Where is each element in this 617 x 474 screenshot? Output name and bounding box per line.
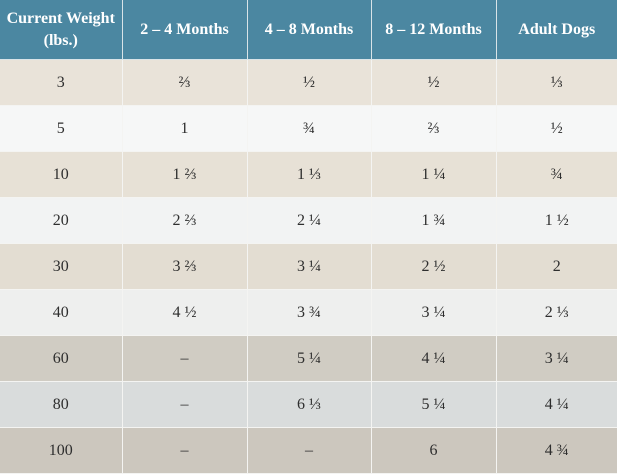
amount-cell: 3 ¼ xyxy=(495,335,617,382)
column-header: 8 – 12 Months xyxy=(370,0,497,60)
weight-cell: 3 xyxy=(0,59,123,106)
amount-cell: 3 ⅔ xyxy=(121,243,248,290)
weight-cell: 5 xyxy=(0,105,123,152)
weight-cell: 100 xyxy=(0,427,123,474)
amount-cell: 1 ⅔ xyxy=(121,151,248,198)
amount-cell: – xyxy=(246,427,372,474)
amount-cell: 4 ¼ xyxy=(495,381,617,428)
amount-cell: 4 ¾ xyxy=(495,427,617,474)
weight-cell: 40 xyxy=(0,289,123,336)
amount-cell: 6 ⅓ xyxy=(246,381,372,428)
amount-cell: 3 ¾ xyxy=(246,289,372,336)
amount-cell: 1 xyxy=(121,105,248,152)
weight-cell: 60 xyxy=(0,335,123,382)
amount-cell: 5 ¼ xyxy=(246,335,372,382)
amount-cell: ⅓ xyxy=(495,59,617,106)
amount-cell: 2 ½ xyxy=(370,243,497,290)
column-header: Current Weight (lbs.) xyxy=(0,0,123,60)
amount-cell: 5 ¼ xyxy=(370,381,497,428)
amount-cell: – xyxy=(121,335,248,382)
weight-cell: 30 xyxy=(0,243,123,290)
weight-cell: 10 xyxy=(0,151,123,198)
amount-cell: – xyxy=(121,381,248,428)
weight-cell: 80 xyxy=(0,381,123,428)
amount-cell: 1 ⅓ xyxy=(246,151,372,198)
amount-cell: ¾ xyxy=(495,151,617,198)
amount-cell: 3 ¼ xyxy=(246,243,372,290)
amount-cell: 2 ⅓ xyxy=(495,289,617,336)
amount-cell: ½ xyxy=(246,59,372,106)
amount-cell: 4 ½ xyxy=(121,289,248,336)
amount-cell: ⅔ xyxy=(370,105,497,152)
amount-cell: 2 ¼ xyxy=(246,197,372,244)
amount-cell: 1 ½ xyxy=(495,197,617,244)
amount-cell: ½ xyxy=(495,105,617,152)
column-header: Adult Dogs xyxy=(495,0,617,60)
header-row: Current Weight (lbs.) 2 – 4 Months 4 – 8 M… xyxy=(0,0,617,60)
table-row: 100– –6 4 ¾ xyxy=(0,427,617,474)
amount-cell: 4 ¼ xyxy=(370,335,497,382)
amount-cell: 1 ¼ xyxy=(370,151,497,198)
amount-cell: ¾ xyxy=(246,105,372,152)
amount-cell: – xyxy=(121,427,248,474)
amount-cell: 1 ¾ xyxy=(370,197,497,244)
amount-cell: 6 xyxy=(370,427,497,474)
table-header: Current Weight (lbs.) 2 – 4 Months 4 – 8 M… xyxy=(0,0,617,60)
amount-cell: 3 ¼ xyxy=(370,289,497,336)
amount-cell: ½ xyxy=(370,59,497,106)
amount-cell: 2 xyxy=(495,243,617,290)
column-header: 2 – 4 Months xyxy=(121,0,248,60)
weight-cell: 20 xyxy=(0,197,123,244)
column-header: 4 – 8 Months xyxy=(246,0,372,60)
amount-cell: 2 ⅔ xyxy=(121,197,248,244)
amount-cell: ⅔ xyxy=(121,59,248,106)
